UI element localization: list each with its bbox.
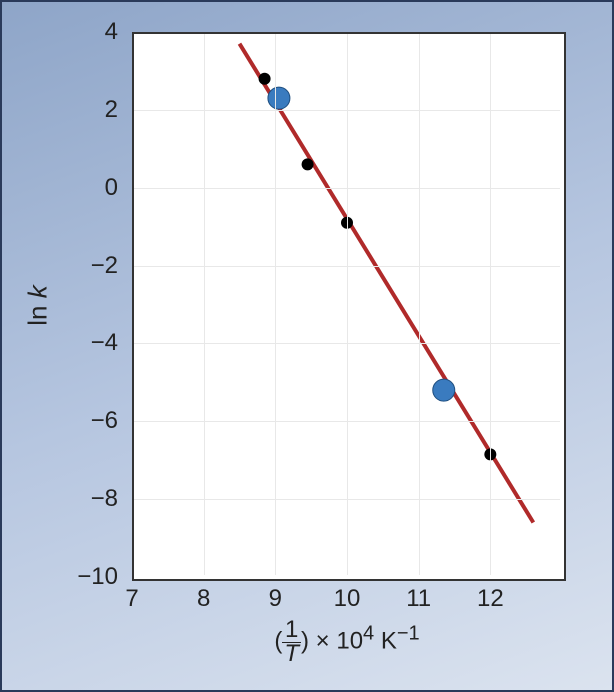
- x-axis-label: (1T) × 104 K−1: [132, 619, 562, 666]
- y-tick-label: 0: [105, 174, 118, 202]
- data-point: [259, 73, 271, 85]
- grid-line-horizontal: [134, 343, 560, 344]
- grid-line-vertical: [490, 34, 491, 575]
- y-axis-label: ln k: [23, 275, 54, 335]
- grid-line-horizontal: [134, 188, 560, 189]
- grid-line-horizontal: [134, 266, 560, 267]
- grid-line-horizontal: [134, 421, 560, 422]
- x-tick-label: 12: [460, 585, 520, 613]
- x-tick-label: 10: [317, 585, 377, 613]
- grid-line-vertical: [419, 34, 420, 575]
- grid-line-vertical: [275, 34, 276, 575]
- data-point: [302, 158, 314, 170]
- highlight-data-point: [433, 379, 455, 401]
- y-tick-label: 2: [105, 96, 118, 124]
- figure-container: ln k (1T) × 104 K−1 789101112−10−8−6−4−2…: [0, 0, 614, 692]
- highlight-data-point: [268, 87, 290, 109]
- x-tick-label: 8: [174, 585, 234, 613]
- y-tick-label: −2: [91, 252, 118, 280]
- grid-line-vertical: [204, 34, 205, 575]
- grid-line-horizontal: [134, 110, 560, 111]
- x-tick-label: 9: [245, 585, 305, 613]
- y-tick-label: −4: [91, 329, 118, 357]
- y-tick-label: −10: [77, 563, 118, 591]
- x-tick-label: 11: [389, 585, 449, 613]
- grid-line-horizontal: [134, 499, 560, 500]
- y-tick-label: 4: [105, 18, 118, 46]
- grid-line-vertical: [347, 34, 348, 575]
- y-tick-label: −6: [91, 407, 118, 435]
- y-tick-label: −8: [91, 485, 118, 513]
